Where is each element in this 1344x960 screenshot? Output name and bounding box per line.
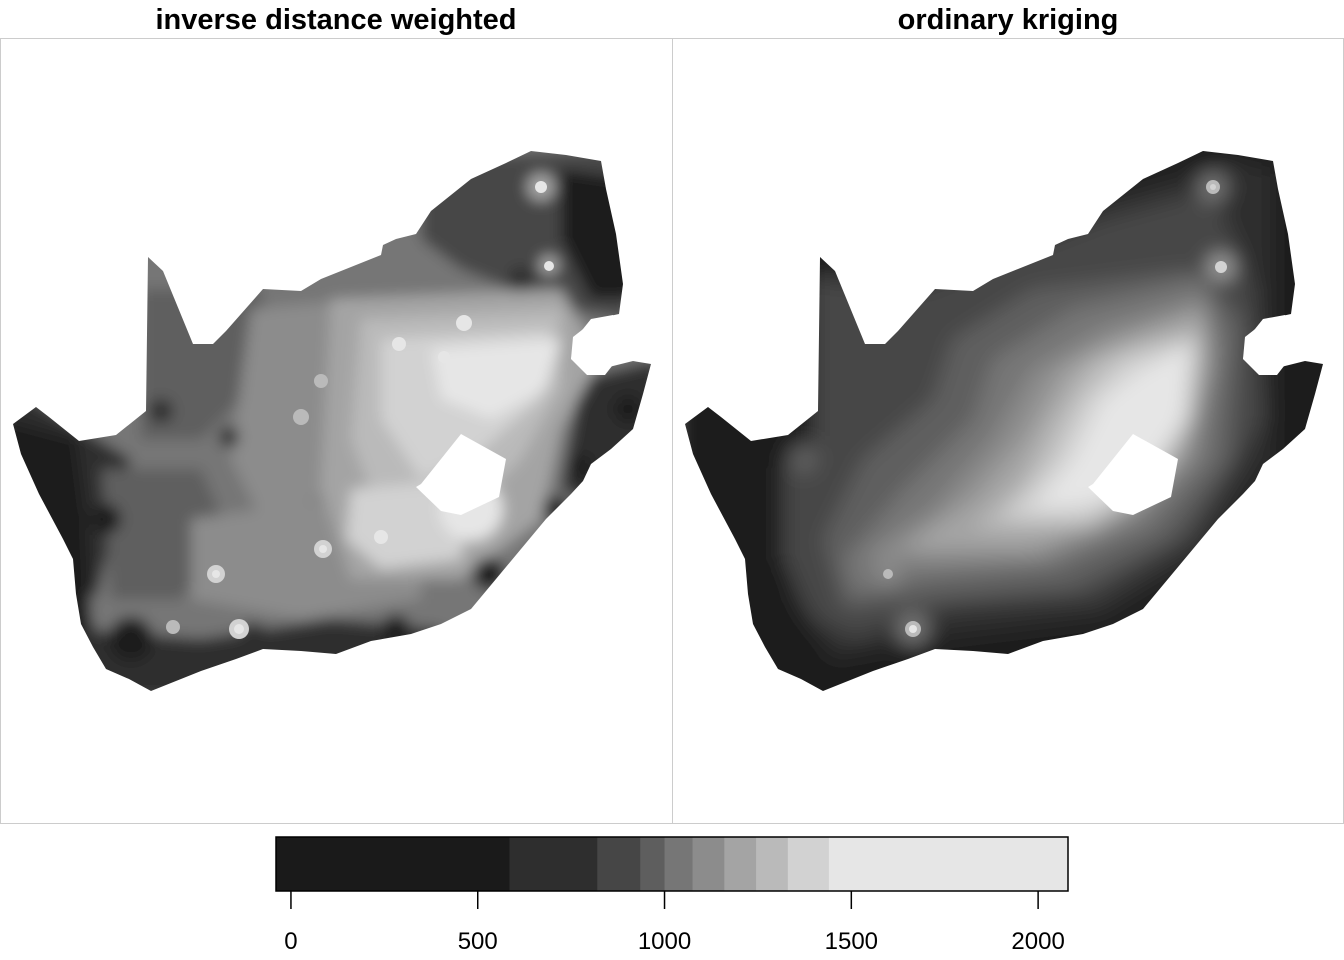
color-key-band: [597, 837, 641, 891]
color-key-band: [276, 837, 510, 891]
color-key: 0 500 1000 1500 2000: [275, 836, 1069, 955]
color-key-band: [756, 837, 789, 891]
map-panel-inverse-distance-weighted: [0, 38, 673, 824]
panel-title-ordinary-kriging: ordinary kriging: [897, 4, 1119, 36]
color-key-border: [275, 836, 1069, 892]
idw-surface: [13, 151, 651, 691]
color-key-tick-label: 500: [458, 928, 498, 955]
color-key-ticks: 0 500 1000 1500 2000: [284, 891, 1065, 955]
color-key-bands: [276, 837, 1069, 891]
color-key-tick-label: 1500: [825, 928, 878, 955]
color-key-band: [787, 837, 830, 891]
map-panel-ordinary-kriging: [672, 38, 1344, 824]
color-key-band: [724, 837, 757, 891]
color-key-band: [509, 837, 598, 891]
color-key-band: [692, 837, 725, 891]
kriging-map: [685, 151, 1323, 691]
color-key-tick-label: 2000: [1011, 928, 1064, 955]
color-key-band: [828, 837, 1069, 891]
kriging-surface: [685, 151, 1323, 691]
color-key-band: [664, 837, 694, 891]
panel-title-inverse-distance-weighted: inverse distance weighted: [155, 4, 517, 36]
color-key-band: [640, 837, 666, 891]
idw-map: [13, 151, 651, 691]
color-key-tick-label: 0: [284, 928, 297, 955]
color-key-tick-label: 1000: [638, 928, 691, 955]
